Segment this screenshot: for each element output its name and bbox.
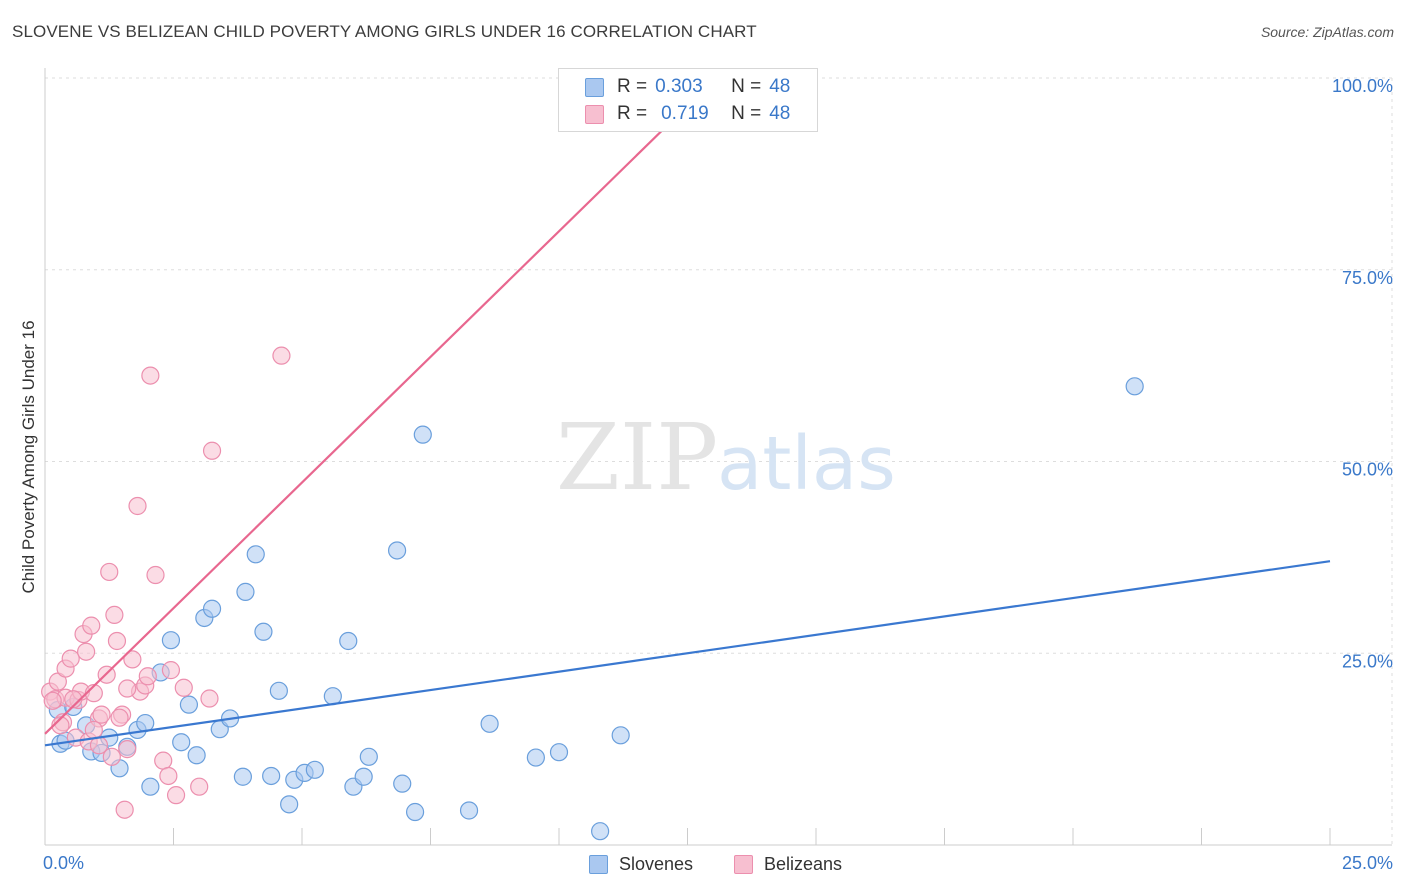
legend-n-value-slovenes: 48 bbox=[769, 76, 791, 97]
trend-layer bbox=[44, 77, 1331, 747]
point-slovenes bbox=[280, 795, 299, 814]
y-tick-label: 50.0% bbox=[1342, 460, 1393, 480]
y-tick-label: 75.0% bbox=[1342, 268, 1393, 288]
point-belizeans bbox=[82, 616, 101, 635]
point-slovenes bbox=[202, 599, 222, 618]
point-belizeans bbox=[110, 708, 129, 727]
point-belizeans bbox=[61, 649, 80, 668]
point-slovenes bbox=[233, 767, 252, 786]
watermark-zip: ZIP bbox=[556, 404, 718, 511]
point-belizeans bbox=[100, 562, 119, 582]
point-belizeans bbox=[174, 678, 193, 697]
point-belizeans bbox=[166, 786, 186, 805]
point-slovenes bbox=[387, 541, 407, 560]
x-tick-label-max: 25.0% bbox=[1342, 853, 1393, 873]
point-belizeans bbox=[141, 366, 160, 385]
point-belizeans bbox=[77, 642, 96, 661]
point-slovenes bbox=[262, 766, 281, 786]
point-belizeans bbox=[84, 720, 103, 740]
legend-row-belizeans: R = 0.719 N = 48 bbox=[585, 102, 790, 126]
legend-n-value-belizeans: 48 bbox=[769, 103, 791, 124]
tick-labels: 25.0% 50.0% 75.0% 100.0% 0.0% 25.0% bbox=[43, 76, 1393, 873]
point-slovenes bbox=[161, 631, 181, 650]
point-slovenes bbox=[591, 822, 610, 841]
point-belizeans bbox=[102, 747, 121, 766]
point-belizeans bbox=[161, 661, 181, 680]
legend-r-value-belizeans: 0.719 bbox=[661, 103, 709, 124]
legend-r-label: R = bbox=[617, 76, 648, 97]
legend-row-slovenes: R = 0.303 N = 48 bbox=[585, 75, 790, 99]
point-slovenes bbox=[611, 726, 630, 745]
point-slovenes bbox=[413, 425, 432, 444]
legend: R = 0.303 N = 48 R = 0.719 N = 48 bbox=[558, 68, 818, 132]
point-slovenes bbox=[354, 767, 373, 786]
point-slovenes bbox=[393, 774, 412, 793]
bottom-legend-label-slovenes: Slovenes bbox=[619, 853, 694, 874]
point-belizeans bbox=[138, 667, 157, 686]
bottom-legend-swatch-slovenes bbox=[589, 854, 608, 874]
point-slovenes bbox=[172, 733, 191, 752]
legend-n-label: N = bbox=[731, 76, 762, 97]
source-label: Source: ZipAtlas.com bbox=[1260, 24, 1394, 40]
point-belizeans bbox=[105, 605, 124, 625]
series-belizeans-points bbox=[41, 346, 291, 819]
point-belizeans bbox=[118, 679, 137, 698]
x-tick-label-min: 0.0% bbox=[43, 853, 84, 873]
legend-r-label: R = bbox=[617, 103, 648, 124]
point-slovenes bbox=[254, 622, 273, 641]
point-slovenes bbox=[246, 545, 265, 564]
point-slovenes bbox=[549, 743, 569, 762]
trend-line-belizeans bbox=[44, 77, 717, 735]
bottom-legend-swatch-belizeans bbox=[734, 854, 753, 874]
point-slovenes bbox=[405, 802, 425, 822]
point-belizeans bbox=[118, 740, 137, 759]
point-belizeans bbox=[159, 766, 178, 786]
watermark: ZIP atlas bbox=[556, 404, 896, 511]
series-slovenes-points bbox=[48, 377, 1144, 841]
trend-line-slovenes bbox=[44, 560, 1331, 747]
point-belizeans bbox=[107, 631, 127, 651]
point-belizeans bbox=[43, 691, 62, 710]
point-belizeans bbox=[51, 716, 70, 735]
point-slovenes bbox=[179, 695, 199, 714]
bottom-legend-belizeans: Belizeans bbox=[734, 852, 842, 876]
point-slovenes bbox=[339, 631, 358, 651]
grid-layer bbox=[45, 77, 1393, 845]
y-axis-label: Child Poverty Among Girls Under 16 bbox=[19, 320, 38, 593]
point-slovenes bbox=[359, 747, 378, 766]
y-tick-label: 100.0% bbox=[1332, 76, 1393, 96]
legend-swatch-belizeans bbox=[585, 104, 604, 124]
legend-swatch-slovenes bbox=[585, 77, 604, 97]
legend-r-value-slovenes: 0.303 bbox=[655, 76, 703, 97]
y-tick-label: 25.0% bbox=[1342, 651, 1393, 671]
point-belizeans bbox=[92, 705, 111, 724]
point-slovenes bbox=[1125, 377, 1144, 396]
point-slovenes bbox=[269, 681, 288, 700]
bottom-legend-slovenes: Slovenes bbox=[589, 852, 693, 876]
point-belizeans bbox=[200, 689, 219, 708]
point-slovenes bbox=[141, 777, 160, 796]
point-belizeans bbox=[128, 496, 147, 516]
point-belizeans bbox=[154, 751, 173, 770]
point-belizeans bbox=[115, 800, 134, 819]
point-belizeans bbox=[146, 565, 165, 585]
watermark-atlas: atlas bbox=[717, 421, 896, 507]
legend-n-label: N = bbox=[731, 103, 762, 124]
point-belizeans bbox=[202, 441, 222, 460]
point-slovenes bbox=[459, 801, 479, 820]
point-slovenes bbox=[480, 714, 499, 733]
point-slovenes bbox=[305, 760, 324, 779]
point-belizeans bbox=[190, 777, 209, 796]
point-belizeans bbox=[123, 650, 142, 669]
point-belizeans bbox=[272, 346, 291, 365]
axis-layer bbox=[44, 68, 1392, 846]
bottom-legend-label-belizeans: Belizeans bbox=[764, 853, 843, 874]
point-slovenes bbox=[236, 582, 255, 601]
point-slovenes bbox=[526, 748, 545, 767]
chart-title: SLOVENE VS BELIZEAN CHILD POVERTY AMONG … bbox=[12, 22, 757, 41]
point-slovenes bbox=[187, 746, 206, 765]
